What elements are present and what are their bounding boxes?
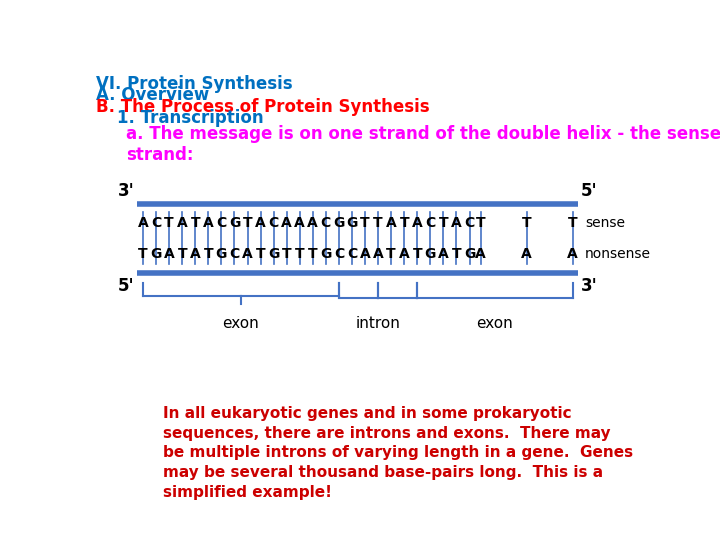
Text: sense: sense bbox=[585, 216, 625, 230]
Text: A: A bbox=[203, 216, 214, 230]
Text: 3': 3' bbox=[581, 277, 598, 295]
Text: A: A bbox=[412, 216, 423, 230]
Text: C: C bbox=[464, 216, 474, 230]
Text: C: C bbox=[426, 216, 436, 230]
Text: C: C bbox=[334, 247, 344, 261]
Text: G: G bbox=[268, 247, 279, 261]
Text: A: A bbox=[475, 247, 486, 261]
Text: A: A bbox=[138, 216, 148, 230]
Text: A: A bbox=[373, 247, 384, 261]
Text: intron: intron bbox=[356, 316, 400, 332]
Text: T: T bbox=[164, 216, 174, 230]
Text: A: A bbox=[360, 247, 370, 261]
Text: G: G bbox=[320, 247, 332, 261]
Text: C: C bbox=[269, 216, 279, 230]
Text: A: A bbox=[242, 247, 253, 261]
Text: A: A bbox=[438, 247, 449, 261]
Text: T: T bbox=[295, 247, 305, 261]
Text: T: T bbox=[400, 216, 409, 230]
Text: T: T bbox=[256, 247, 266, 261]
Text: G: G bbox=[150, 247, 162, 261]
Text: A: A bbox=[451, 216, 462, 230]
Text: C: C bbox=[320, 216, 331, 230]
Text: T: T bbox=[387, 247, 396, 261]
Text: T: T bbox=[413, 247, 422, 261]
Text: T: T bbox=[522, 216, 531, 230]
Text: 5': 5' bbox=[581, 182, 598, 200]
Text: G: G bbox=[216, 247, 227, 261]
Text: T: T bbox=[138, 247, 148, 261]
Text: exon: exon bbox=[477, 316, 513, 332]
Text: B. The Process of Protein Synthesis: B. The Process of Protein Synthesis bbox=[96, 98, 429, 116]
Text: 3': 3' bbox=[118, 182, 135, 200]
Text: A: A bbox=[294, 216, 305, 230]
Text: C: C bbox=[347, 247, 357, 261]
Text: G: G bbox=[425, 247, 436, 261]
Text: A: A bbox=[255, 216, 266, 230]
Text: 1. Transcription: 1. Transcription bbox=[117, 109, 264, 127]
Text: T: T bbox=[282, 247, 292, 261]
Text: VI. Protein Synthesis: VI. Protein Synthesis bbox=[96, 75, 292, 93]
Text: A: A bbox=[163, 247, 174, 261]
Text: T: T bbox=[360, 216, 370, 230]
Text: G: G bbox=[333, 216, 345, 230]
Text: T: T bbox=[373, 216, 383, 230]
Text: T: T bbox=[451, 247, 462, 261]
Text: T: T bbox=[191, 216, 200, 230]
Text: A: A bbox=[307, 216, 318, 230]
Text: 5': 5' bbox=[118, 277, 135, 295]
Text: A: A bbox=[399, 247, 410, 261]
Text: G: G bbox=[346, 216, 358, 230]
Text: nonsense: nonsense bbox=[585, 247, 651, 261]
Text: a. The message is on one strand of the double helix - the sense
strand:: a. The message is on one strand of the d… bbox=[126, 125, 720, 164]
Text: exon: exon bbox=[222, 316, 259, 332]
Text: C: C bbox=[151, 216, 161, 230]
Text: T: T bbox=[568, 216, 577, 230]
Text: T: T bbox=[204, 247, 213, 261]
Text: A: A bbox=[521, 247, 532, 261]
Text: T: T bbox=[308, 247, 318, 261]
Text: T: T bbox=[476, 216, 485, 230]
Text: In all eukaryotic genes and in some prokaryotic
sequences, there are introns and: In all eukaryotic genes and in some prok… bbox=[163, 406, 633, 500]
Text: A: A bbox=[282, 216, 292, 230]
Text: A: A bbox=[386, 216, 397, 230]
Text: G: G bbox=[464, 247, 475, 261]
Text: A. Overview: A. Overview bbox=[96, 86, 209, 104]
Text: T: T bbox=[177, 247, 187, 261]
Text: C: C bbox=[216, 216, 227, 230]
Text: T: T bbox=[243, 216, 252, 230]
Text: C: C bbox=[229, 247, 240, 261]
Text: A: A bbox=[190, 247, 201, 261]
Text: T: T bbox=[438, 216, 449, 230]
Text: G: G bbox=[229, 216, 240, 230]
Text: A: A bbox=[177, 216, 188, 230]
Text: A: A bbox=[567, 247, 578, 261]
